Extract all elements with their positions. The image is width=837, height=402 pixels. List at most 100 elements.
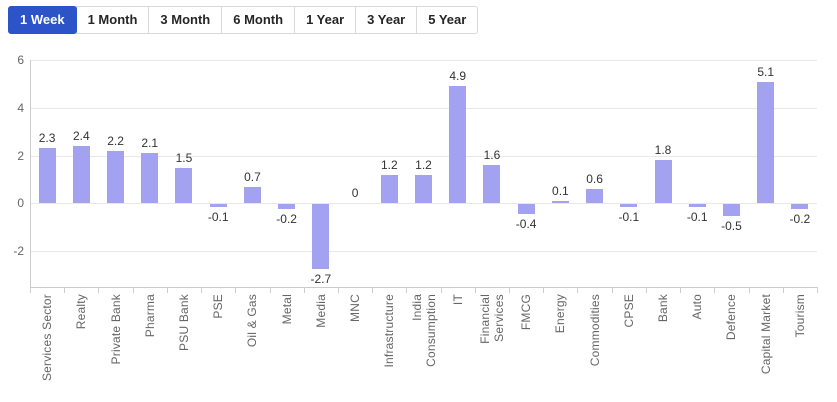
x-axis-category-label: Capital Market	[758, 294, 773, 375]
x-axis-tick	[303, 288, 305, 293]
x-axis-tick	[440, 288, 442, 293]
bar-fmcg[interactable]	[517, 204, 535, 214]
x-axis-category-label: Energy	[553, 294, 568, 334]
x-axis-tick	[748, 288, 750, 293]
bar-value-label: 2.4	[72, 129, 90, 144]
x-axis-category-label: Metal	[279, 294, 294, 325]
bar-value-label: -0.5	[721, 219, 742, 234]
y-axis-line	[30, 60, 31, 287]
bar-value-label: 5.1	[757, 64, 775, 79]
bar-value-label: 2.2	[107, 133, 124, 148]
x-axis-category-label: Defence	[724, 294, 739, 341]
x-axis-tick	[166, 288, 168, 293]
bar-energy[interactable]	[551, 200, 569, 204]
time-range-tabs: 1 Week 1 Month 3 Month 6 Month 1 Year 3 Year 5…	[8, 6, 479, 34]
x-axis-tick	[509, 288, 511, 293]
x-axis-tick	[201, 288, 203, 293]
x-axis-category-label: Services Sector	[40, 294, 55, 382]
x-axis-category-label: PSE	[211, 294, 226, 319]
x-axis-category-label: Financial Services	[477, 294, 506, 344]
x-axis-tick	[64, 288, 66, 293]
bar-value-label: 0	[351, 186, 359, 201]
bar-capital-market[interactable]	[757, 81, 775, 204]
x-axis-tick	[235, 288, 237, 293]
bar-value-label: 1.6	[483, 148, 501, 163]
x-axis-category-label: Media	[313, 294, 328, 328]
x-axis-tick	[611, 288, 613, 293]
bar-cpse[interactable]	[620, 204, 638, 207]
bar-value-label: 0.6	[586, 172, 603, 187]
bar-it[interactable]	[449, 86, 467, 204]
x-axis-tick	[372, 288, 374, 293]
bar-value-label: -0.2	[276, 212, 297, 227]
bar-commodities[interactable]	[586, 189, 604, 204]
bar-financial-services[interactable]	[483, 165, 501, 204]
bar-value-label: 1.8	[654, 143, 672, 158]
x-axis-category-label: Bank	[656, 294, 671, 323]
bar-defence[interactable]	[722, 204, 740, 217]
x-axis-tick	[782, 288, 784, 293]
x-axis-tick	[817, 288, 818, 293]
y-axis-tick-label: -2	[13, 244, 24, 259]
bar-pse[interactable]	[209, 204, 227, 207]
bar-private-bank[interactable]	[107, 150, 125, 204]
x-axis-tick	[132, 288, 134, 293]
bar-value-label: 4.9	[449, 69, 467, 84]
bar-bank[interactable]	[654, 160, 672, 204]
x-axis-category-label: India Consumption	[409, 294, 438, 367]
x-axis-tick	[645, 288, 647, 293]
bar-value-label: -0.1	[207, 209, 229, 224]
tab-1-week[interactable]: 1 Week	[8, 6, 77, 34]
x-axis-category-label: Auto	[690, 294, 705, 320]
bar-auto[interactable]	[688, 204, 706, 207]
tab-1-year[interactable]: 1 Year	[294, 6, 357, 34]
bar-pharma[interactable]	[141, 153, 159, 204]
bar-value-label: 2.1	[141, 136, 159, 151]
bar-media[interactable]	[312, 204, 330, 269]
x-axis-tick	[577, 288, 579, 293]
bar-value-label: 1.5	[175, 150, 193, 165]
x-axis-tick	[474, 288, 476, 293]
bar-metal[interactable]	[278, 204, 296, 210]
x-axis-category-label: PSU Bank	[176, 294, 191, 351]
x-axis-category-label: Private Bank	[108, 294, 123, 365]
x-axis-category-label: IT	[450, 294, 465, 306]
x-axis-tick	[406, 288, 408, 293]
gridline-y-0	[30, 203, 817, 205]
x-axis-category-label: Infrastructure	[382, 294, 397, 368]
bar-value-label: -0.2	[789, 212, 811, 227]
x-axis-tick	[714, 288, 716, 293]
y-axis-tick-label: 4	[17, 100, 24, 115]
x-axis-category-label: CPSE	[621, 294, 636, 328]
bar-tourism[interactable]	[791, 204, 809, 210]
bar-services-sector[interactable]	[38, 148, 56, 204]
x-axis-tick	[98, 288, 100, 293]
bar-value-label: -2.7	[310, 271, 332, 286]
y-axis-tick-label: 0	[17, 196, 24, 211]
bar-realty[interactable]	[72, 146, 90, 204]
x-axis-tick	[337, 288, 339, 293]
bar-psu-bank[interactable]	[175, 167, 193, 204]
y-axis-tick-label: 6	[17, 53, 24, 67]
tab-5-year[interactable]: 5 Year	[416, 6, 479, 34]
gridline-y-6	[30, 60, 817, 61]
x-axis-line	[30, 287, 818, 288]
bar-value-label: -0.4	[515, 216, 537, 231]
bar-oil-gas[interactable]	[243, 186, 261, 204]
bar-value-label: 0.1	[552, 183, 569, 198]
tab-6-month[interactable]: 6 Month	[221, 6, 296, 34]
bar-infrastructure[interactable]	[380, 174, 398, 204]
x-axis-category-label: MNC	[348, 294, 363, 322]
x-axis-category-label: Tourism	[792, 294, 807, 338]
bar-value-label: 0.7	[244, 169, 261, 184]
bar-value-label: 1.2	[380, 157, 398, 172]
bar-value-label: 1.2	[415, 157, 432, 172]
bar-india-consumption[interactable]	[415, 174, 432, 204]
x-axis-category-label: Realty	[74, 294, 89, 330]
tab-3-year[interactable]: 3 Year	[355, 6, 418, 34]
tab-3-month[interactable]: 3 Month	[148, 6, 223, 34]
gridline-y-2	[30, 155, 817, 157]
x-axis-tick	[680, 288, 682, 293]
